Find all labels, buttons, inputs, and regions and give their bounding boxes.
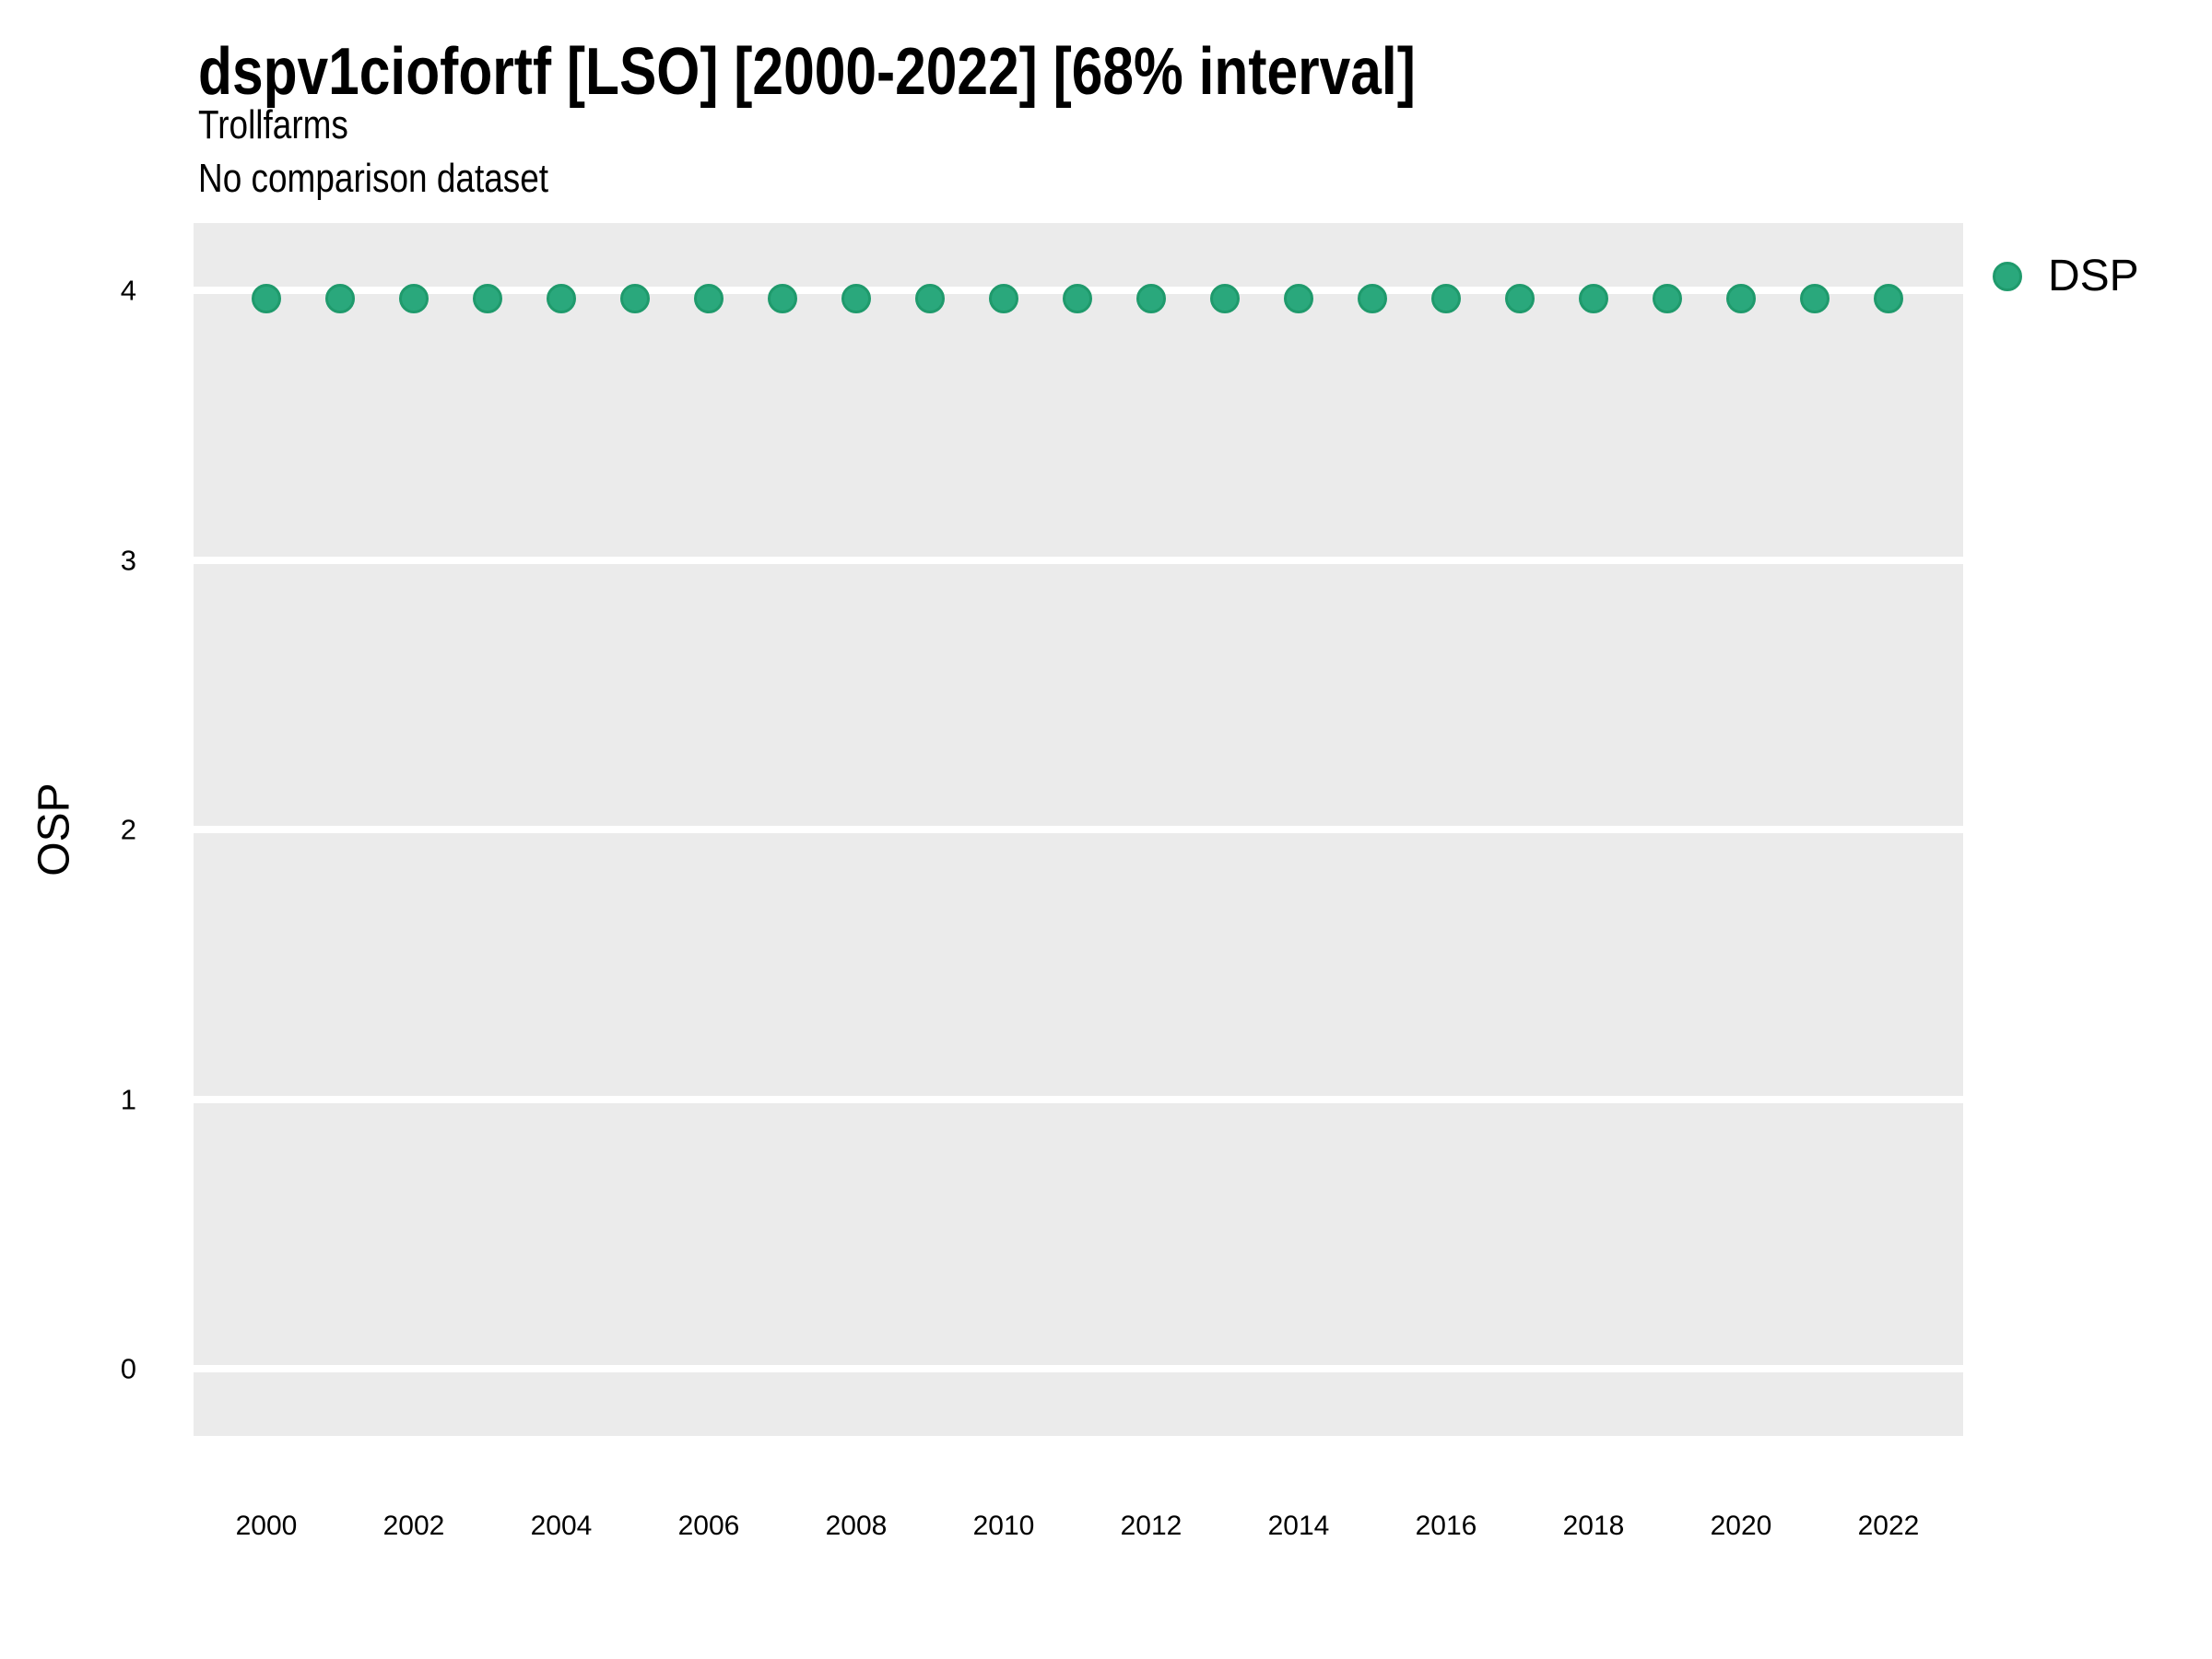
- data-point-2007: [768, 283, 797, 313]
- x-tick-label-2006: 2006: [677, 1511, 740, 1541]
- data-point-2022: [1874, 283, 1903, 313]
- chart-note: No comparison dataset: [198, 156, 549, 201]
- y-tick-label-2: 2: [120, 813, 136, 846]
- data-point-2004: [547, 283, 576, 313]
- gridline-y2: [194, 826, 1963, 833]
- data-point-2006: [694, 283, 724, 313]
- data-point-2013: [1210, 283, 1240, 313]
- data-point-2011: [1063, 283, 1092, 313]
- data-point-2008: [841, 283, 871, 313]
- plot-panel: [194, 223, 1963, 1436]
- x-tick-label-2000: 2000: [235, 1511, 298, 1541]
- data-point-2001: [325, 283, 355, 313]
- x-tick-label-2002: 2002: [382, 1511, 445, 1541]
- data-point-2012: [1136, 283, 1166, 313]
- x-tick-label-2012: 2012: [1120, 1511, 1182, 1541]
- data-point-2021: [1800, 283, 1830, 313]
- data-point-2003: [473, 283, 502, 313]
- data-point-2018: [1579, 283, 1608, 313]
- x-tick-label-2020: 2020: [1710, 1511, 1772, 1541]
- data-point-2015: [1358, 283, 1387, 313]
- x-tick-label-2014: 2014: [1267, 1511, 1330, 1541]
- x-tick-label-2016: 2016: [1415, 1511, 1477, 1541]
- x-tick-label-2022: 2022: [1857, 1511, 1920, 1541]
- gridline-y1: [194, 1095, 1963, 1103]
- data-point-2014: [1284, 283, 1313, 313]
- x-tick-label-2018: 2018: [1562, 1511, 1625, 1541]
- legend: DSP: [1993, 254, 2139, 299]
- chart-subtitle: Trollfarms: [198, 102, 348, 147]
- x-tick-label-2010: 2010: [972, 1511, 1035, 1541]
- data-point-2019: [1653, 283, 1682, 313]
- data-point-2017: [1505, 283, 1535, 313]
- data-point-2005: [620, 283, 650, 313]
- gridline-y0: [194, 1365, 1963, 1372]
- gridline-y3: [194, 556, 1963, 564]
- x-tick-label-2008: 2008: [825, 1511, 888, 1541]
- data-point-2000: [252, 283, 281, 313]
- data-point-2016: [1431, 283, 1461, 313]
- data-point-2002: [399, 283, 429, 313]
- chart-title: dspv1ciofortf [LSO] [2000-2022] [68% int…: [198, 35, 1416, 109]
- y-tick-label-1: 1: [120, 1083, 136, 1115]
- x-tick-label-2004: 2004: [530, 1511, 593, 1541]
- y-tick-label-4: 4: [120, 274, 136, 307]
- y-tick-label-3: 3: [120, 544, 136, 576]
- y-tick-label-0: 0: [120, 1352, 136, 1385]
- legend-dot-icon: [1993, 262, 2022, 291]
- data-point-2020: [1726, 283, 1756, 313]
- data-point-2009: [915, 283, 945, 313]
- legend-label: DSP: [2048, 252, 2139, 300]
- data-point-2010: [989, 283, 1018, 313]
